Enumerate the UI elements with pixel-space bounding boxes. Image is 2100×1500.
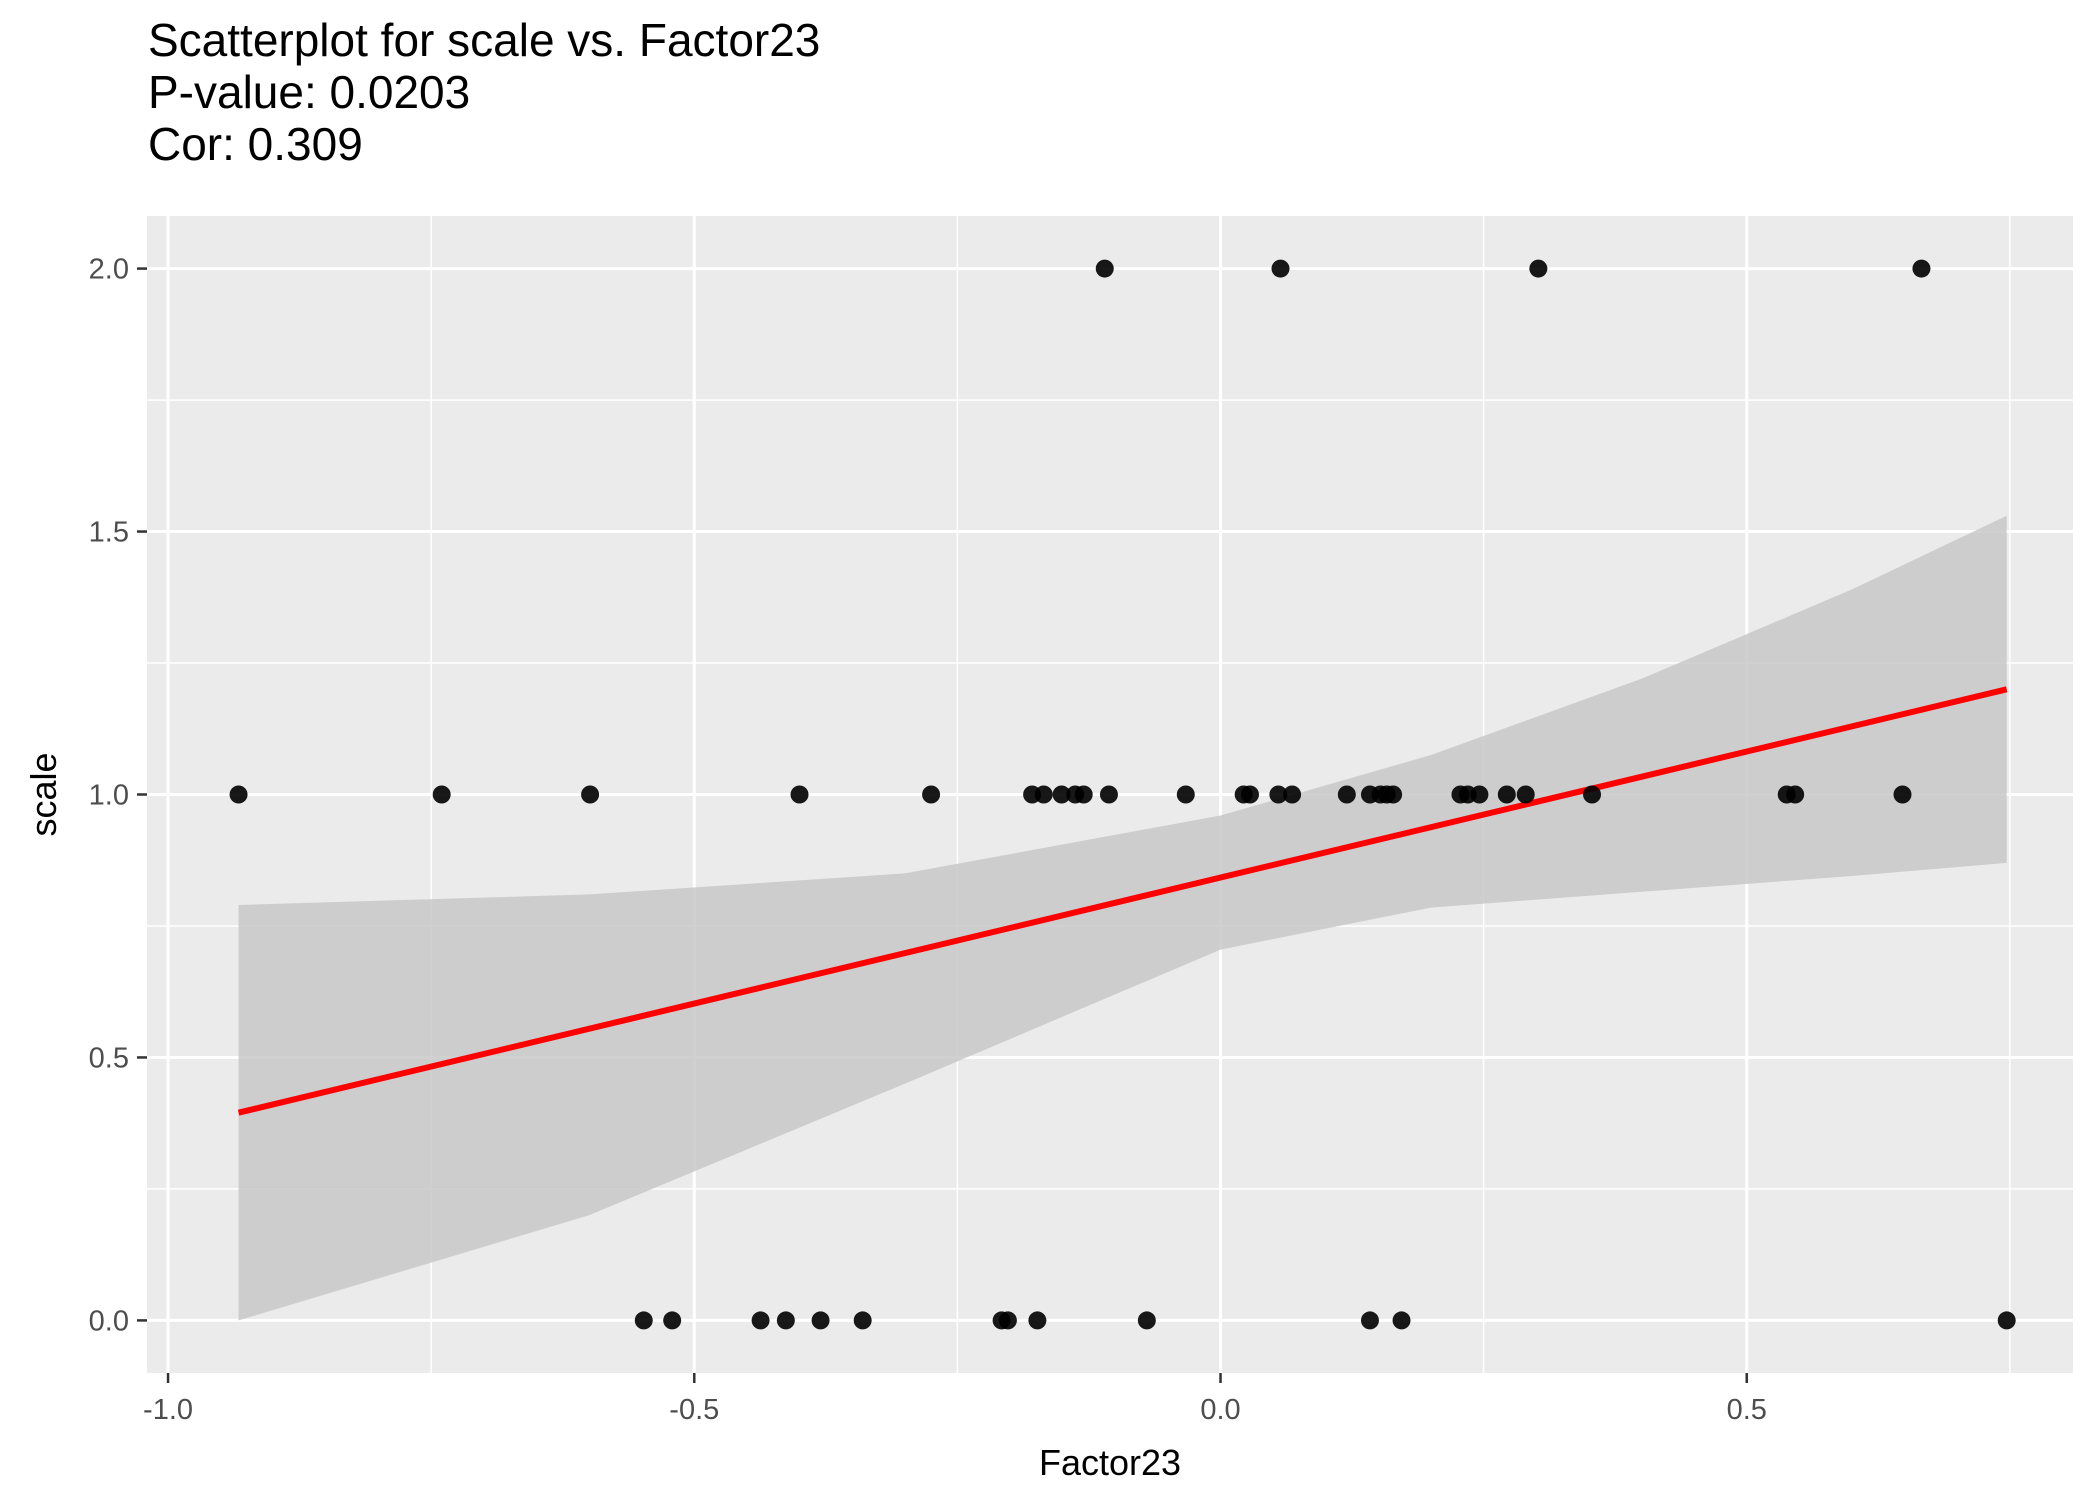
data-point xyxy=(1176,785,1195,804)
data-point xyxy=(776,1311,795,1330)
data-point xyxy=(998,1311,1017,1330)
data-point xyxy=(1912,259,1931,278)
data-point xyxy=(1384,785,1403,804)
confidence-band-layer xyxy=(238,515,2007,1321)
data-point xyxy=(1240,785,1259,804)
data-point xyxy=(1337,785,1356,804)
data-point xyxy=(1893,785,1912,804)
y-tick-label: 1.5 xyxy=(89,517,129,549)
data-point xyxy=(229,785,248,804)
data-point xyxy=(1583,785,1602,804)
data-point xyxy=(922,785,941,804)
data-point xyxy=(432,785,451,804)
data-point xyxy=(853,1311,872,1330)
data-point xyxy=(1137,1311,1156,1330)
data-point xyxy=(1497,785,1516,804)
data-points xyxy=(229,259,2016,1330)
chart-title: Scatterplot for scale vs. Factor23 xyxy=(148,14,821,66)
data-point xyxy=(1271,259,1290,278)
data-point xyxy=(1997,1311,2016,1330)
data-point xyxy=(663,1311,682,1330)
data-point xyxy=(634,1311,653,1330)
y-axis-title: scale xyxy=(23,752,64,836)
data-point xyxy=(1516,785,1535,804)
chart-title-block: Scatterplot for scale vs. Factor23 P-val… xyxy=(148,14,820,170)
data-point xyxy=(1392,1311,1411,1330)
chart-subtitle-cor: Cor: 0.309 xyxy=(148,118,363,170)
regression-line xyxy=(237,686,2008,1116)
data-point xyxy=(581,785,600,804)
chart-subtitle-pvalue: P-value: 0.0203 xyxy=(148,66,471,118)
data-point xyxy=(811,1311,830,1330)
data-point xyxy=(1269,785,1288,804)
y-tick-label: 0.5 xyxy=(89,1042,129,1074)
confidence-band xyxy=(238,515,2007,1321)
data-point xyxy=(1034,785,1053,804)
data-point xyxy=(1283,785,1302,804)
x-tick-label: -1.0 xyxy=(143,1394,193,1426)
data-point xyxy=(1360,1311,1379,1330)
fit-line-layer xyxy=(237,686,2008,1116)
y-tick-label: 1.0 xyxy=(89,780,129,812)
data-point xyxy=(1074,785,1093,804)
data-point xyxy=(790,785,809,804)
x-tick-label: 0.5 xyxy=(1727,1394,1767,1426)
data-point xyxy=(1470,785,1489,804)
axes: -1.0 -0.5 0.0 0.5 0.0 0.5 1.0 1.5 2.0 xyxy=(89,254,1767,1426)
x-tick-label: 0.0 xyxy=(1200,1394,1240,1426)
data-point xyxy=(1099,785,1118,804)
y-tick-label: 0.0 xyxy=(89,1305,129,1337)
data-point xyxy=(1052,785,1071,804)
data-point xyxy=(1095,259,1114,278)
data-point xyxy=(1529,259,1548,278)
x-tick-label: -0.5 xyxy=(669,1394,719,1426)
data-point xyxy=(1028,1311,1047,1330)
data-point xyxy=(751,1311,770,1330)
data-point xyxy=(1786,785,1805,804)
x-axis-title: Factor23 xyxy=(1039,1442,1181,1483)
y-tick-label: 2.0 xyxy=(89,254,129,286)
